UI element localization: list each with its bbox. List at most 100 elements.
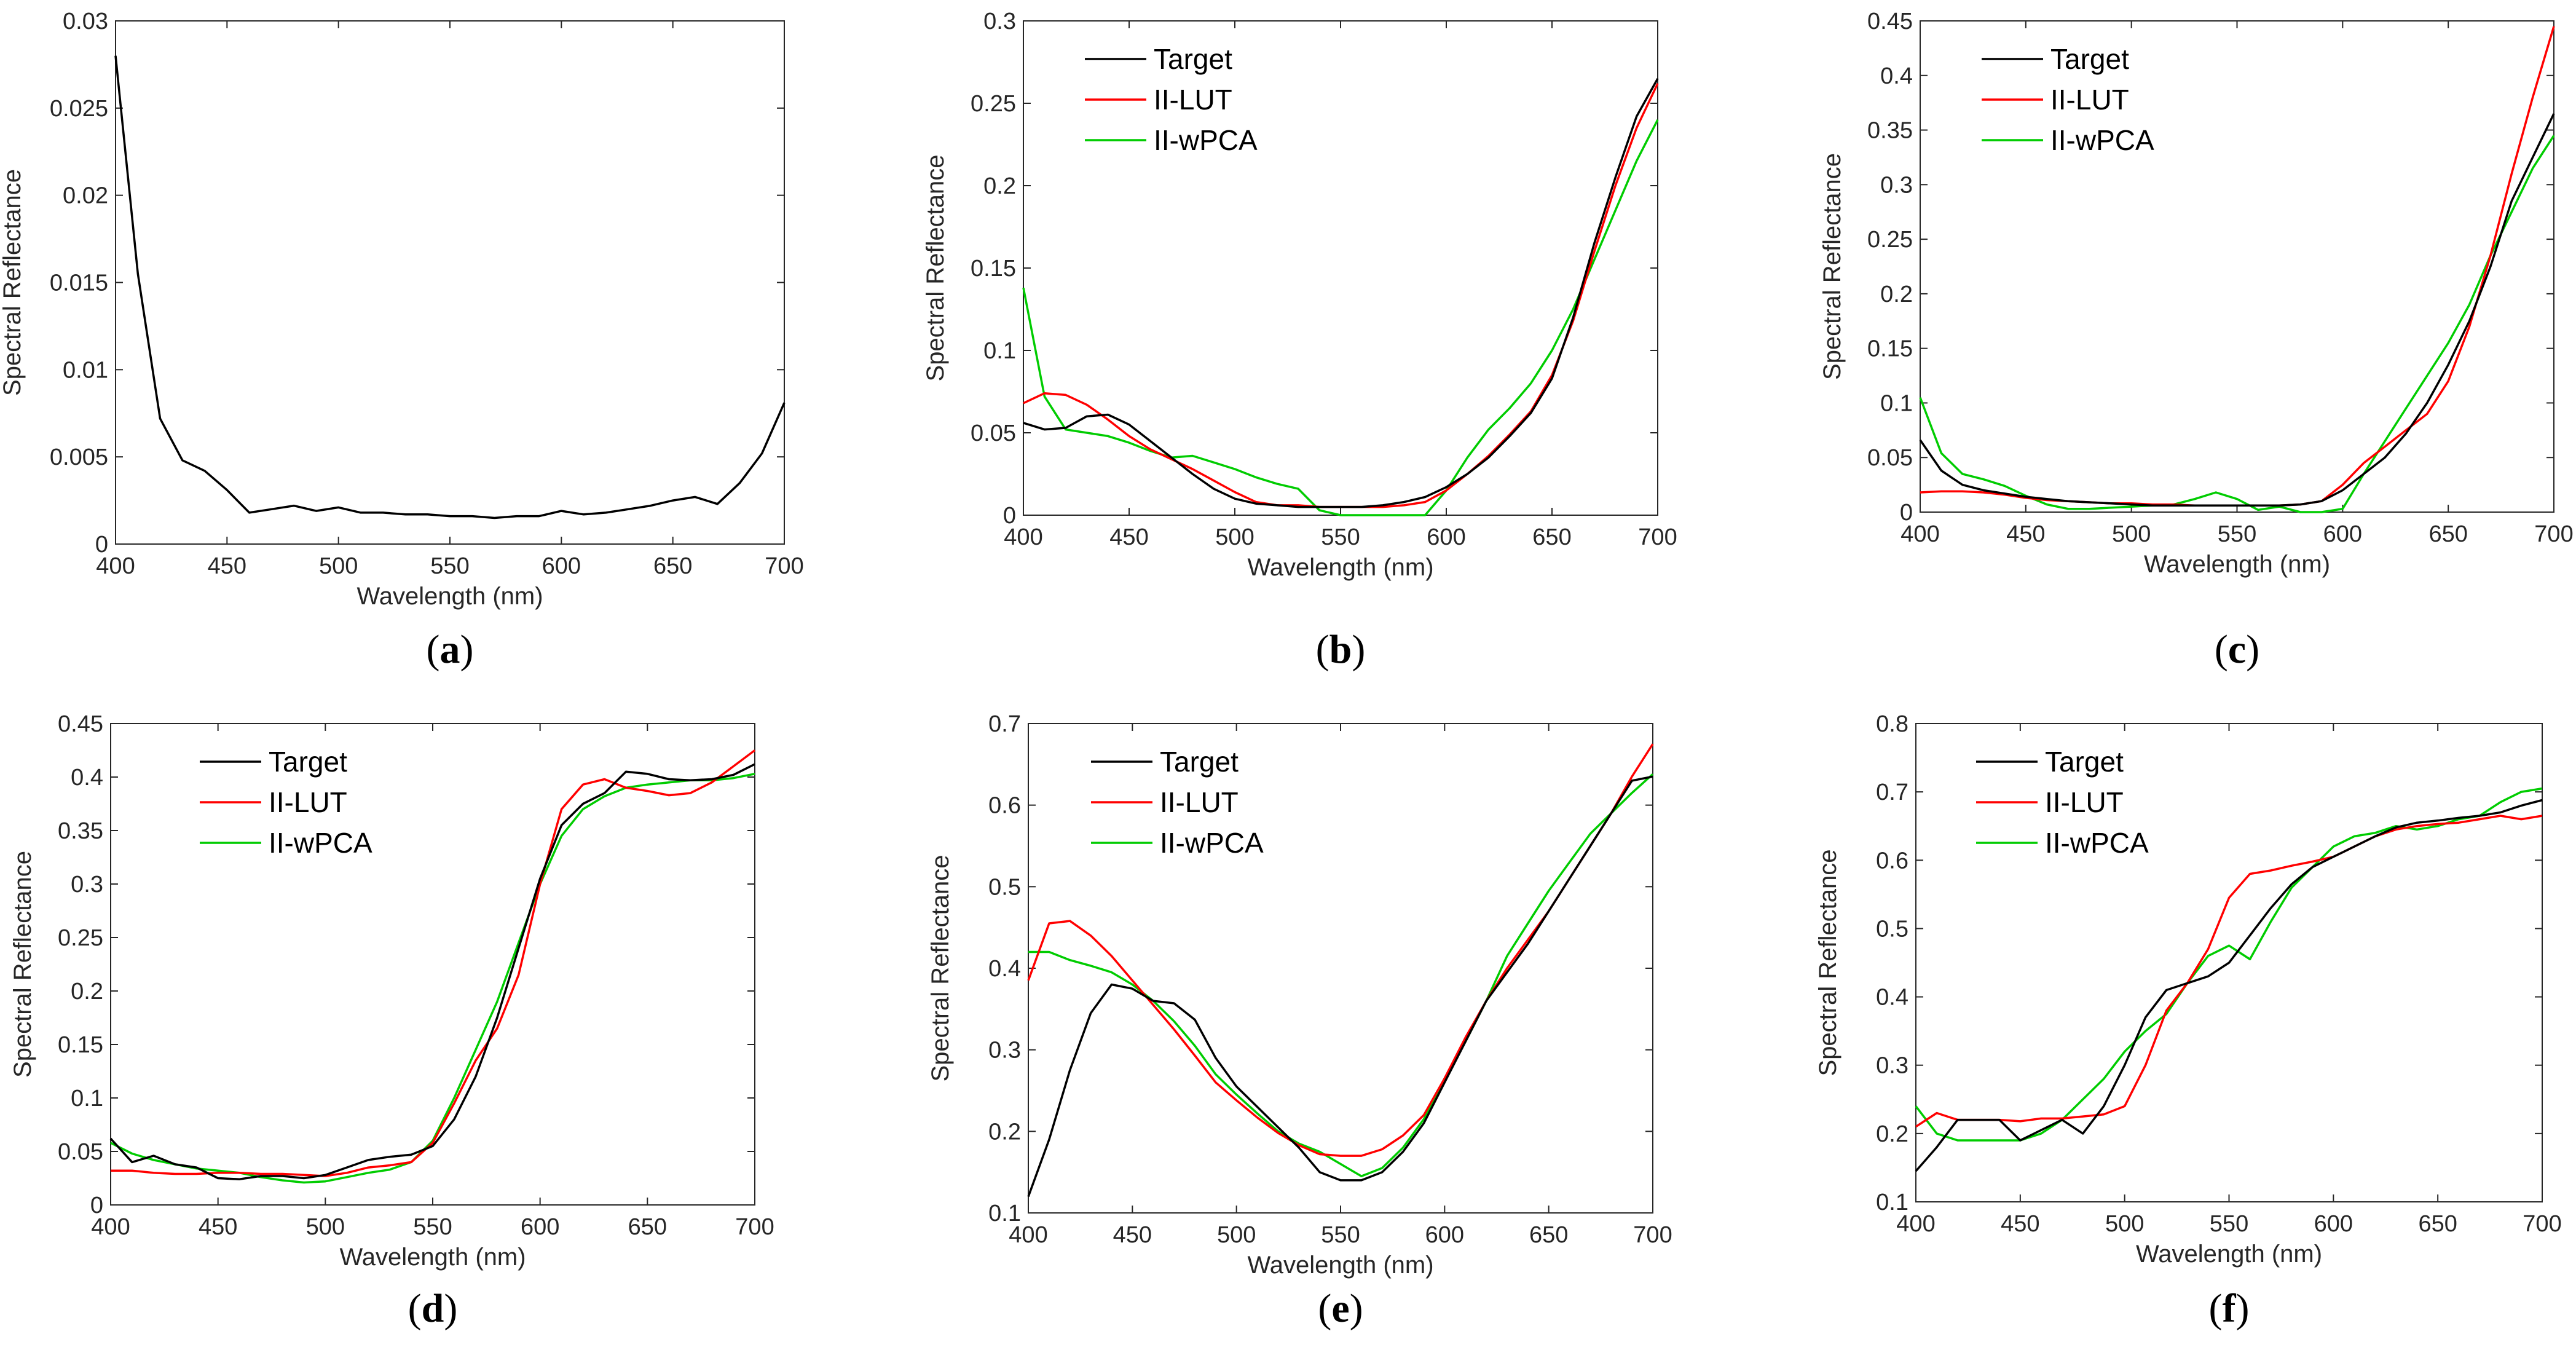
series-line-target bbox=[109, 763, 755, 1180]
y-tick-label: 0 bbox=[95, 532, 108, 558]
series-line-ii-lut bbox=[1920, 26, 2555, 507]
x-tick-label: 700 bbox=[765, 553, 803, 579]
x-tick-label: 700 bbox=[2523, 1211, 2561, 1237]
x-tick-label: 500 bbox=[2105, 1211, 2144, 1237]
series-line-ii-lut bbox=[111, 749, 756, 1177]
series-line-ii-wpca bbox=[110, 773, 755, 1184]
legend-entry: Target bbox=[2045, 746, 2124, 778]
y-tick-label: 0.2 bbox=[983, 173, 1016, 199]
panel-b: 400 450 500 550 600 650 700 0 0.05 0.1 0.15 0.2 0.25… bbox=[922, 9, 1677, 672]
series-line-target bbox=[1023, 77, 1659, 508]
y-tick-label: 0.1 bbox=[988, 1201, 1021, 1226]
y-axis-label: Spectral Reflectance bbox=[9, 851, 36, 1078]
legend-entry: II-wPCA bbox=[2045, 827, 2149, 859]
legend-entry: II-LUT bbox=[1154, 84, 1232, 116]
series-line-target bbox=[1919, 113, 2555, 507]
legend-entry: Target bbox=[2050, 43, 2129, 75]
y-axis-label: Spectral Reflectance bbox=[922, 154, 949, 381]
y-tick-label: 0.5 bbox=[988, 874, 1021, 900]
y-tick-label: 0.35 bbox=[58, 818, 103, 844]
series-line-target bbox=[1915, 799, 2543, 1172]
x-tick-label: 550 bbox=[430, 553, 469, 579]
x-tick-label: 450 bbox=[1109, 524, 1148, 550]
y-tick-label: 0.4 bbox=[71, 765, 103, 791]
y-tick-label: 0.3 bbox=[988, 1038, 1021, 1064]
panel-label: (b) bbox=[1316, 627, 1366, 672]
legend-entry: II-wPCA bbox=[1160, 827, 1264, 859]
y-tick-label: 0.005 bbox=[50, 444, 108, 470]
series-line-ii-lut bbox=[1023, 83, 1659, 508]
x-tick-label: 700 bbox=[1638, 524, 1677, 550]
legend-entry: II-wPCA bbox=[1154, 124, 1258, 156]
panel-label: (d) bbox=[408, 1286, 458, 1331]
y-tick-label: 0.025 bbox=[50, 96, 108, 122]
y-tick-label: 0.25 bbox=[58, 925, 103, 951]
x-tick-label: 600 bbox=[1427, 524, 1465, 550]
x-tick-label: 400 bbox=[1896, 1211, 1935, 1237]
series-line-target bbox=[1027, 775, 1653, 1198]
x-axis-label: Wavelength (nm) bbox=[1247, 1252, 1433, 1279]
series-line-ii-lut bbox=[1027, 743, 1654, 1157]
x-tick-label: 600 bbox=[2314, 1211, 2353, 1237]
y-tick-label: 0.8 bbox=[1876, 711, 1908, 737]
panel-label: (a) bbox=[427, 627, 474, 672]
x-tick-label: 550 bbox=[413, 1214, 452, 1240]
y-tick-label: 0 bbox=[1003, 503, 1016, 529]
y-tick-label: 0.3 bbox=[1876, 1053, 1908, 1079]
y-tick-label: 0.15 bbox=[58, 1032, 103, 1058]
series-line-ii-lut bbox=[1915, 815, 2543, 1128]
x-tick-label: 700 bbox=[2534, 521, 2573, 547]
series-line-ii-wpca bbox=[1915, 787, 2543, 1142]
plot-area-c bbox=[1920, 20, 2554, 513]
series-line-ii-wpca bbox=[1919, 135, 2555, 513]
y-tick-label: 0.1 bbox=[983, 338, 1016, 364]
y-tick-label: 0.4 bbox=[1880, 63, 1913, 89]
panel-a: 400 450 500 550 600 650 700 0 0.005 0.01 0.015 0.02… bbox=[0, 9, 804, 672]
panel-label: (c) bbox=[2215, 627, 2259, 672]
y-tick-label: 0.03 bbox=[63, 9, 108, 34]
x-tick-label: 600 bbox=[521, 1214, 559, 1240]
panel-label: (e) bbox=[1318, 1286, 1363, 1331]
legend-d: Target II-LUT II-wPCA bbox=[200, 746, 372, 859]
x-tick-label: 650 bbox=[2418, 1211, 2457, 1237]
x-tick-label: 600 bbox=[2323, 521, 2362, 547]
x-tick-label: 400 bbox=[1009, 1222, 1047, 1248]
x-axis-label: Wavelength (nm) bbox=[2144, 551, 2330, 578]
legend-entry: II-LUT bbox=[2050, 84, 2129, 116]
x-tick-label: 600 bbox=[1425, 1222, 1464, 1248]
x-axis-label: Wavelength (nm) bbox=[2136, 1241, 2322, 1268]
x-axis-label: Wavelength (nm) bbox=[339, 1244, 526, 1271]
x-tick-label: 450 bbox=[1113, 1222, 1152, 1248]
y-tick-label: 0.25 bbox=[971, 91, 1016, 117]
y-tick-label: 0.7 bbox=[988, 711, 1021, 737]
x-tick-label: 700 bbox=[735, 1214, 774, 1240]
x-axis-label: Wavelength (nm) bbox=[1247, 554, 1433, 581]
x-tick-label: 450 bbox=[2006, 521, 2045, 547]
legend-e: Target II-LUT II-wPCA bbox=[1091, 746, 1264, 859]
panel-f: 400 450 500 550 600 650 700 0.1 0.2 0.3 0.4 0.5 0.6 0… bbox=[1814, 711, 2562, 1331]
x-tick-label: 650 bbox=[1532, 524, 1571, 550]
y-tick-label: 0.02 bbox=[63, 183, 108, 209]
x-tick-label: 450 bbox=[208, 553, 246, 579]
series-line-ii-wpca bbox=[1028, 773, 1654, 1178]
legend-f: Target II-LUT II-wPCA bbox=[1976, 746, 2149, 859]
panel-d: 400 450 500 550 600 650 700 0 0.05 0.1 0.15 0.2 0.25… bbox=[9, 711, 774, 1331]
legend-entry: II-wPCA bbox=[2050, 124, 2154, 156]
x-tick-label: 450 bbox=[2001, 1211, 2039, 1237]
y-tick-label: 0.45 bbox=[58, 711, 103, 737]
plot-area-a bbox=[115, 20, 785, 545]
x-tick-label: 500 bbox=[2112, 521, 2151, 547]
y-tick-label: 0.01 bbox=[63, 357, 108, 383]
legend-entry: II-LUT bbox=[269, 786, 347, 818]
x-tick-label: 650 bbox=[2428, 521, 2467, 547]
y-axis-label: Spectral Reflectance bbox=[0, 169, 26, 396]
x-tick-label: 700 bbox=[1633, 1222, 1672, 1248]
y-tick-label: 0 bbox=[1900, 500, 1913, 526]
series-line-ii-wpca bbox=[1022, 119, 1659, 516]
series-line-target bbox=[114, 55, 786, 519]
y-axis-label: Spectral Reflectance bbox=[1814, 849, 1841, 1076]
legend-entry: Target bbox=[1154, 43, 1232, 75]
x-tick-label: 400 bbox=[96, 553, 135, 579]
